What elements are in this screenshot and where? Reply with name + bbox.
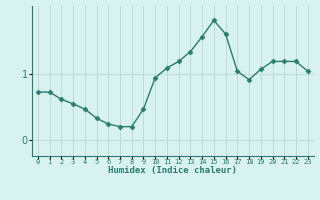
X-axis label: Humidex (Indice chaleur): Humidex (Indice chaleur) bbox=[108, 166, 237, 175]
